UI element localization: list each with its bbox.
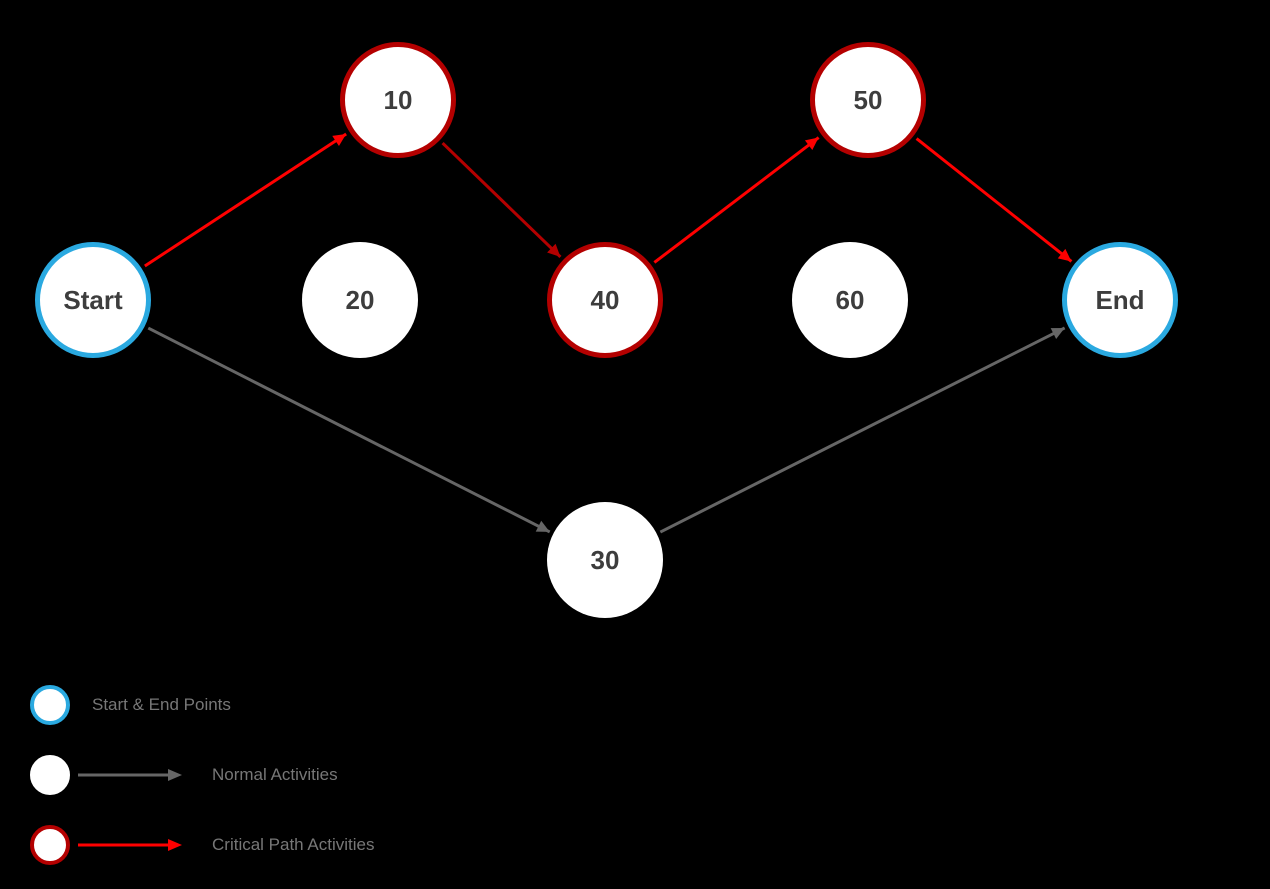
legend-normal-label: Normal Activities <box>212 765 338 785</box>
node-label: 50 <box>854 85 883 116</box>
diagram-stage: Start102030405060End Start & End Points … <box>0 0 1270 889</box>
legend-terminal-circle <box>30 685 70 725</box>
legend-normal-circle <box>30 755 70 795</box>
legend-terminal-label: Start & End Points <box>92 695 231 715</box>
node-n20: 20 <box>302 242 418 358</box>
legend-critical-arrow <box>70 825 190 865</box>
node-label: End <box>1095 285 1144 316</box>
node-n60: 60 <box>792 242 908 358</box>
node-n30: 30 <box>547 502 663 618</box>
node-label: 20 <box>346 285 375 316</box>
node-label: 40 <box>591 285 620 316</box>
legend-critical-label: Critical Path Activities <box>212 835 375 855</box>
legend-row-normal: Normal Activities <box>30 755 338 795</box>
node-label: 10 <box>384 85 413 116</box>
node-end: End <box>1062 242 1178 358</box>
node-n50: 50 <box>810 42 926 158</box>
node-start: Start <box>35 242 151 358</box>
node-n10: 10 <box>340 42 456 158</box>
node-label: Start <box>63 285 122 316</box>
legend-row-terminal: Start & End Points <box>30 685 231 725</box>
node-label: 30 <box>591 545 620 576</box>
legend-row-critical: Critical Path Activities <box>30 825 375 865</box>
legend-normal-arrow <box>70 755 190 795</box>
node-n40: 40 <box>547 242 663 358</box>
node-label: 60 <box>836 285 865 316</box>
legend-critical-circle <box>30 825 70 865</box>
